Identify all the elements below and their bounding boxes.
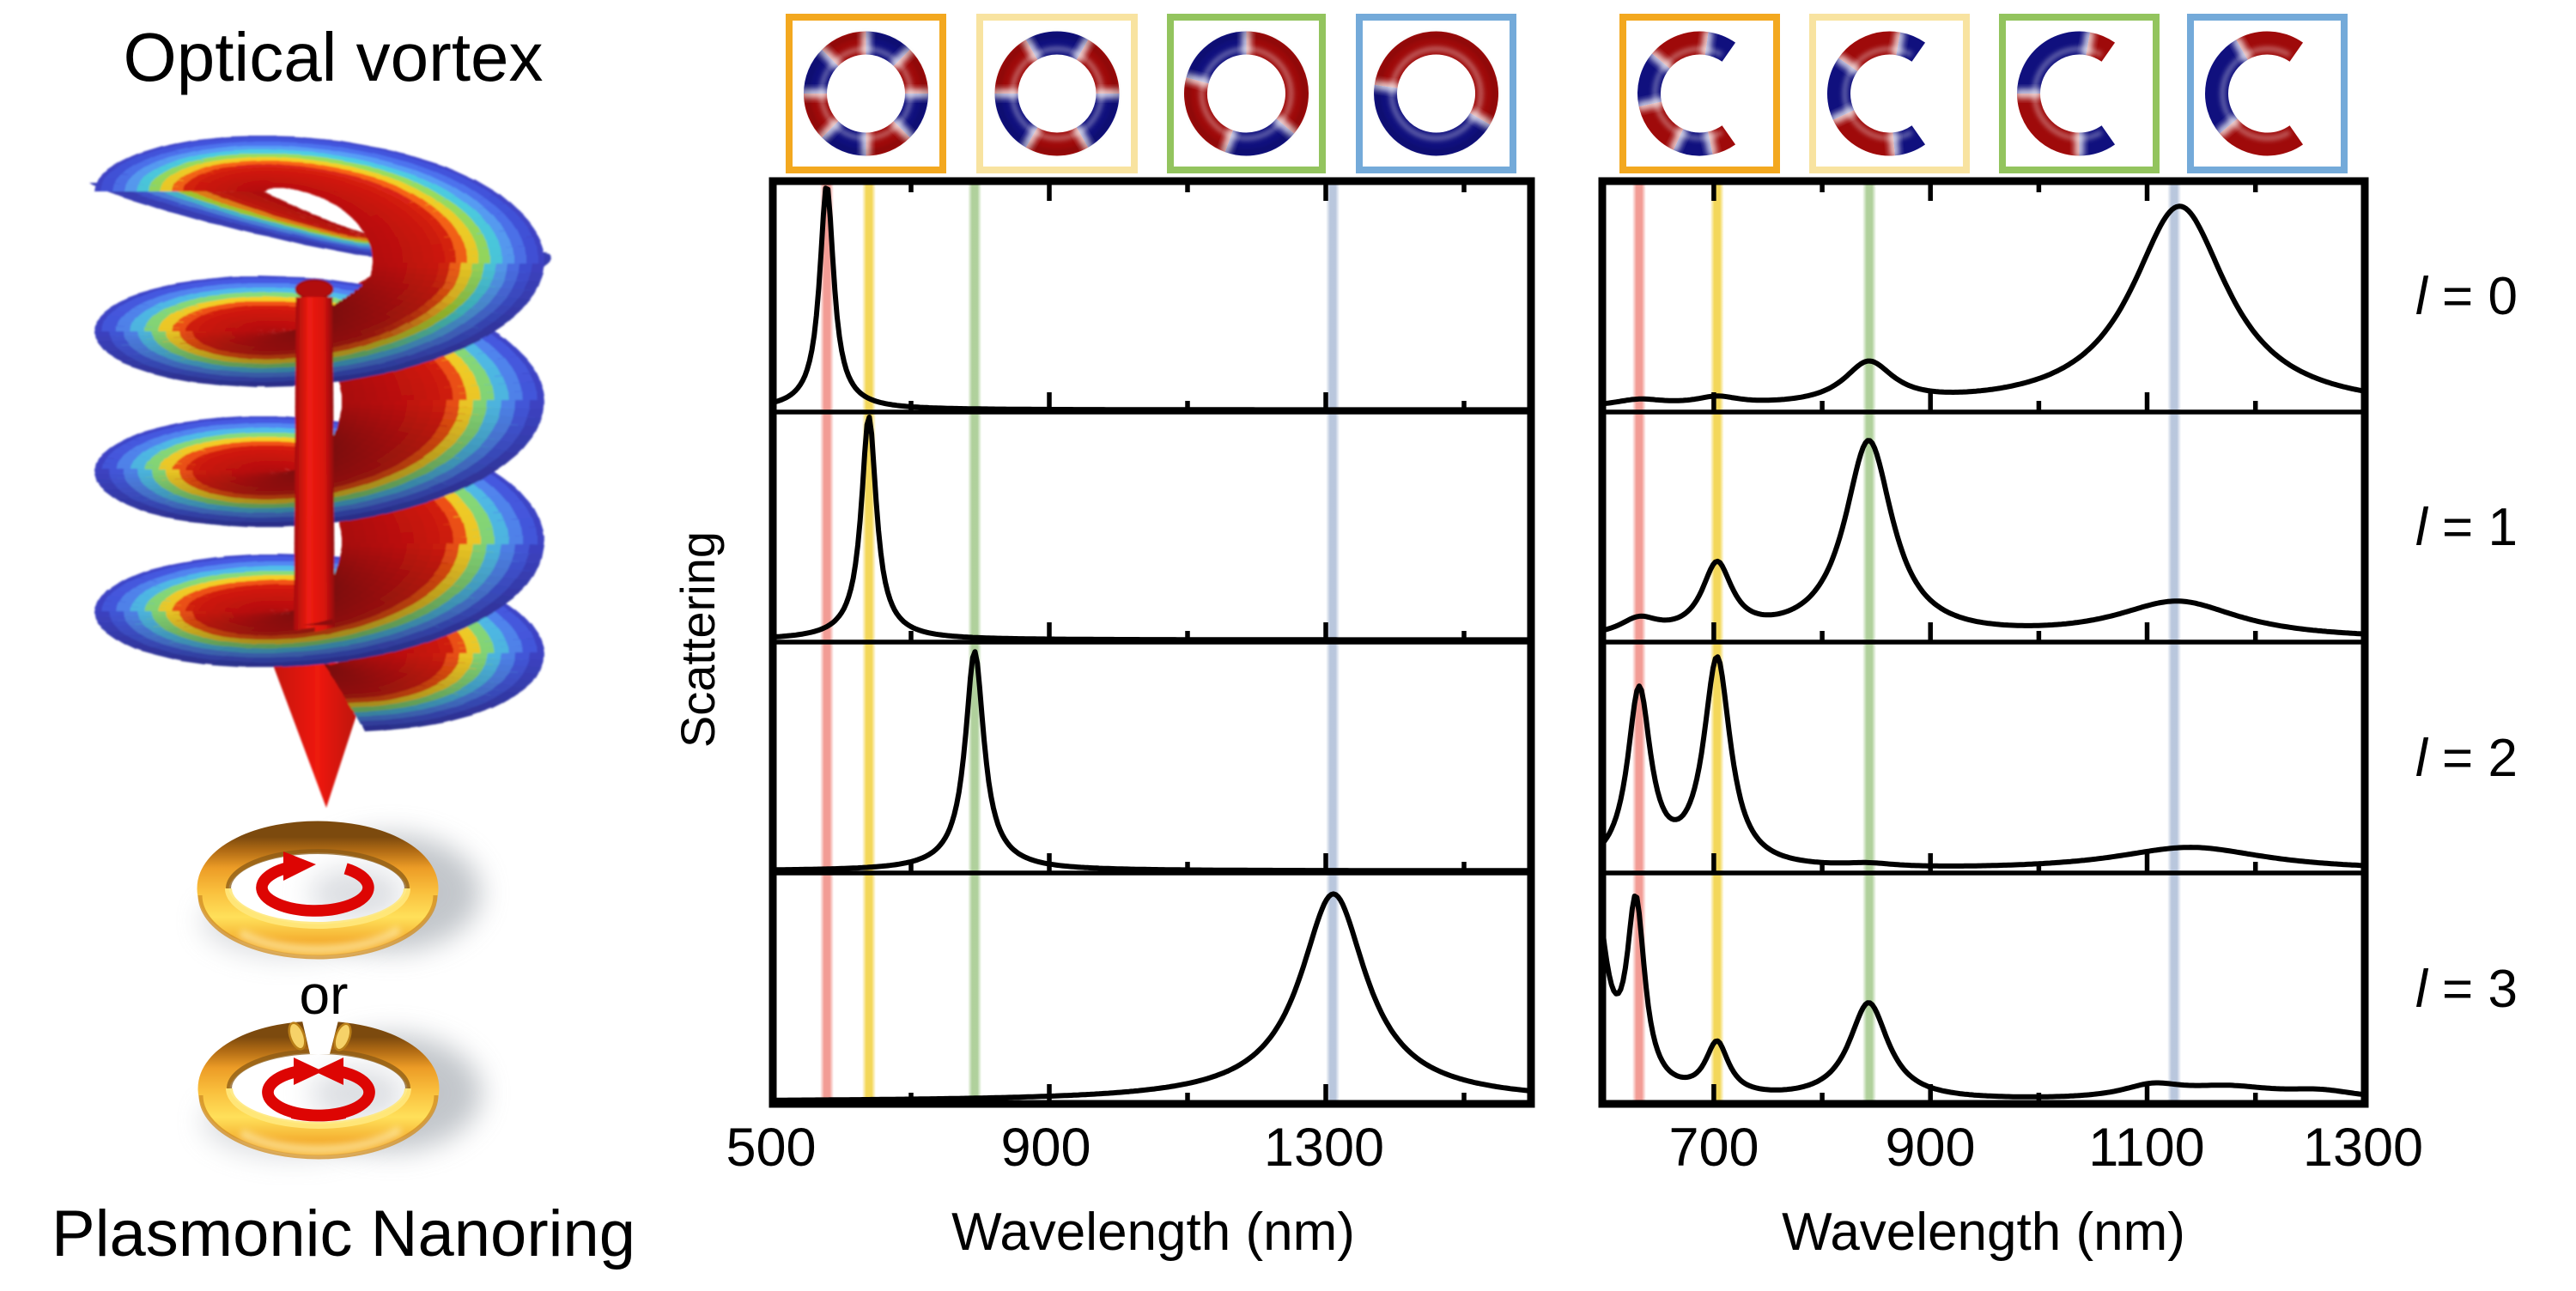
svg-text:Wavelength (nm): Wavelength (nm)	[1782, 1203, 2185, 1262]
svg-text:900: 900	[1885, 1118, 1975, 1178]
svg-text:Optical vortex: Optical vortex	[123, 19, 543, 95]
svg-text:Plasmonic Nanoring: Plasmonic Nanoring	[52, 1197, 635, 1270]
svg-text:1100: 1100	[2088, 1118, 2204, 1178]
svg-text:1300: 1300	[1264, 1118, 1384, 1178]
svg-text:Wavelength (nm): Wavelength (nm)	[951, 1203, 1355, 1262]
svg-text:l = 3: l = 3	[2415, 960, 2518, 1019]
svg-text:Scattering: Scattering	[671, 531, 725, 748]
svg-text:l = 0: l = 0	[2415, 267, 2518, 326]
svg-text:l = 1: l = 1	[2415, 498, 2518, 557]
svg-text:l = 2: l = 2	[2415, 729, 2518, 788]
svg-text:1300: 1300	[2303, 1118, 2423, 1178]
svg-text:700: 700	[1668, 1118, 1759, 1178]
svg-text:500: 500	[726, 1118, 816, 1178]
svg-text:900: 900	[1000, 1118, 1091, 1178]
svg-text:or: or	[300, 964, 349, 1026]
